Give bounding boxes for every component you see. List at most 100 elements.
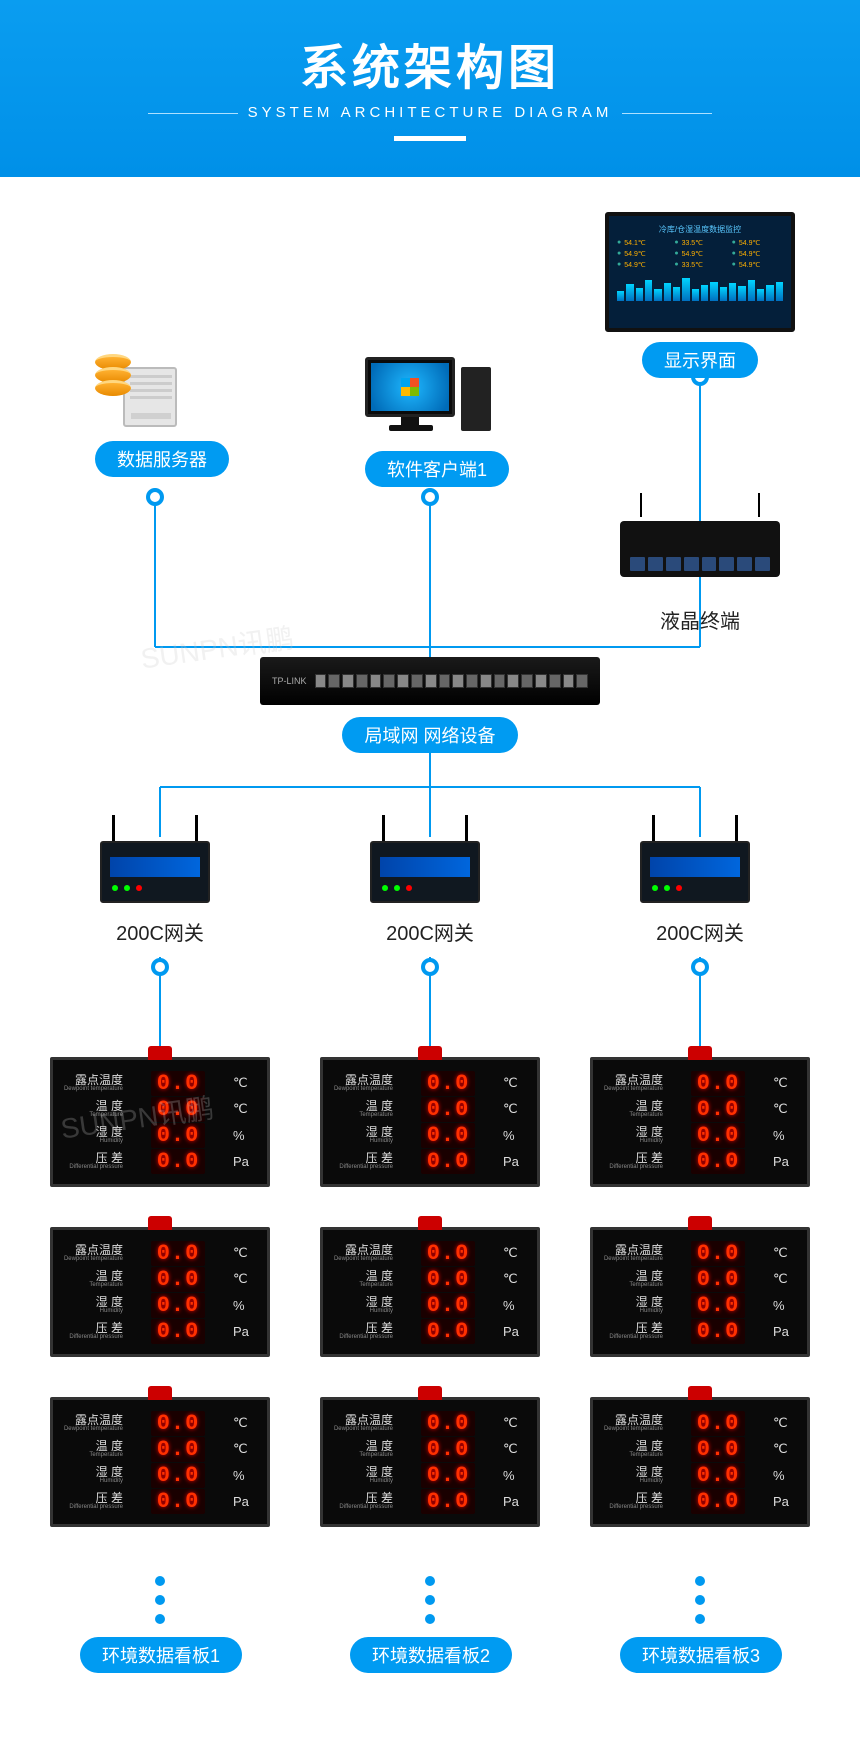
connection-dot	[421, 958, 439, 976]
board-row-value: 0.0	[691, 1097, 746, 1122]
board-row-unit: ℃	[773, 1415, 797, 1431]
server-label: 数据服务器	[95, 441, 229, 477]
board-row-value: 0.0	[691, 1411, 746, 1436]
software-client-node: 软件客户端1	[365, 357, 495, 487]
board-row-value: 0.0	[691, 1463, 746, 1488]
board-row-value: 0.0	[421, 1463, 476, 1488]
board-row-unit: ℃	[503, 1271, 527, 1287]
board-row-label: 温 度Temperature	[63, 1100, 123, 1118]
board-row-unit: ℃	[773, 1441, 797, 1457]
board-row-unit: %	[773, 1128, 797, 1143]
board-row-unit: ℃	[503, 1415, 527, 1431]
board-row-unit: ℃	[503, 1101, 527, 1117]
board-row-value: 0.0	[691, 1241, 746, 1266]
environment-data-board: 露点温度Dewpoint temperature0.0℃温 度Temperatu…	[590, 1227, 810, 1357]
environment-data-board: 露点温度Dewpoint temperature 0.0 ℃ 温 度Temperatu…	[50, 1057, 270, 1187]
board-row-unit: %	[503, 1128, 527, 1143]
board-row-label: 湿 度Humidity	[63, 1296, 123, 1314]
board-row-label: 压 差Differential pressure	[603, 1152, 663, 1170]
gateway-icon	[370, 837, 480, 907]
board-row-value: 0.0	[421, 1489, 476, 1514]
board-row-unit: ℃	[773, 1075, 797, 1091]
board-row-unit: %	[233, 1128, 257, 1143]
board-row-value: 0.0	[421, 1071, 476, 1096]
board-row-label: 温 度Temperature	[333, 1100, 393, 1118]
board-row-value: 0.0	[421, 1149, 476, 1174]
board-row-label: 湿 度Humidity	[333, 1126, 393, 1144]
board-row-label: 压 差Differential pressure	[603, 1492, 663, 1510]
screen-title: 冷库/仓湿温度数据监控	[617, 224, 783, 235]
header: 系统架构图 SYSTEM ARCHITECTURE DIAGRAM	[0, 0, 860, 177]
board-row-label: 露点温度Dewpoint temperature	[603, 1414, 663, 1432]
board-row-value: 0.0	[151, 1267, 206, 1292]
ellipsis-dots	[155, 1567, 165, 1633]
board-row-label: 湿 度Humidity	[603, 1296, 663, 1314]
connection-dot	[151, 958, 169, 976]
board-row-value: 0.0	[151, 1123, 206, 1148]
board-row-value: 0.0	[151, 1411, 206, 1436]
board-row-unit: %	[773, 1298, 797, 1313]
board-group-label: 环境数据看板2	[350, 1637, 512, 1673]
board-wrapper: 露点温度Dewpoint temperature0.0℃温 度Temperatu…	[590, 1227, 810, 1357]
board-row-unit: Pa	[773, 1324, 797, 1339]
title-cn: 系统架构图	[0, 28, 860, 98]
environment-data-board: 露点温度Dewpoint temperature0.0℃温 度Temperatu…	[590, 1057, 810, 1187]
gateway-label: 200C网关	[370, 917, 490, 946]
connection-line	[155, 646, 700, 648]
connection-dot	[421, 488, 439, 506]
lcd-terminal-node: 液晶终端	[620, 517, 780, 634]
board-row-value: 0.0	[421, 1319, 476, 1344]
board-wrapper: 露点温度Dewpoint temperature 0.0 ℃ 温 度Temperatu…	[590, 1397, 810, 1527]
board-row-label: 温 度Temperature	[63, 1440, 123, 1458]
environment-data-board: 露点温度Dewpoint temperature0.0℃温 度Temperatu…	[50, 1397, 270, 1527]
gateway-label: 200C网关	[640, 917, 760, 946]
board-row-value: 0.0	[151, 1437, 206, 1462]
board-row-value: 0.0	[151, 1241, 206, 1266]
board-wrapper: 露点温度Dewpoint temperature0.0℃温 度Temperatu…	[320, 1397, 540, 1527]
board-row-unit: ℃	[773, 1245, 797, 1261]
gateway-node: 200C网关	[640, 837, 760, 946]
architecture-diagram: 冷库/仓湿温度数据监控● 54.1℃● 33.5℃● 54.9℃● 54.9℃●…	[0, 177, 860, 1757]
board-row-unit: Pa	[773, 1154, 797, 1169]
board-row-label: 压 差Differential pressure	[603, 1322, 663, 1340]
board-wrapper: 露点温度Dewpoint temperature0.0℃温 度Temperatu…	[590, 1057, 810, 1187]
board-row-label: 温 度Temperature	[603, 1270, 663, 1288]
board-row-value: 0.0	[151, 1071, 206, 1096]
board-row-value: 0.0	[151, 1149, 206, 1174]
title-en: SYSTEM ARCHITECTURE DIAGRAM	[248, 104, 613, 121]
switch-icon: TP-LINK	[260, 657, 600, 705]
board-row-unit: Pa	[503, 1494, 527, 1509]
board-row-value: 0.0	[421, 1241, 476, 1266]
board-group-label-wrap: 环境数据看板1	[80, 1637, 240, 1673]
title-underline	[394, 136, 466, 141]
board-row-label: 湿 度Humidity	[603, 1126, 663, 1144]
board-row-label: 温 度Temperature	[603, 1440, 663, 1458]
board-row-unit: ℃	[503, 1245, 527, 1261]
board-row-value: 0.0	[151, 1489, 206, 1514]
ellipsis-dots	[695, 1567, 705, 1633]
board-wrapper: 露点温度Dewpoint temperature0.0℃温 度Temperatu…	[50, 1397, 270, 1527]
board-wrapper: 露点温度Dewpoint temperature 0.0 ℃ 温 度Temperatu…	[320, 1227, 540, 1357]
board-row-label: 露点温度Dewpoint temperature	[63, 1074, 123, 1092]
lcd-label: 液晶终端	[620, 605, 780, 634]
connection-dot	[146, 488, 164, 506]
board-row-label: 露点温度Dewpoint temperature	[333, 1244, 393, 1262]
dashboard-screen: 冷库/仓湿温度数据监控● 54.1℃● 33.5℃● 54.9℃● 54.9℃●…	[605, 212, 795, 332]
gateway-node: 200C网关	[100, 837, 220, 946]
gateway-icon	[100, 837, 210, 907]
board-row-label: 压 差Differential pressure	[63, 1152, 123, 1170]
board-row-unit: ℃	[233, 1271, 257, 1287]
board-row-unit: Pa	[233, 1494, 257, 1509]
board-row-value: 0.0	[691, 1293, 746, 1318]
board-row-label: 湿 度Humidity	[333, 1296, 393, 1314]
board-wrapper: 露点温度Dewpoint temperature 0.0 ℃ 温 度Temperatu…	[50, 1057, 270, 1187]
board-row-label: 温 度Temperature	[333, 1270, 393, 1288]
board-row-label: 露点温度Dewpoint temperature	[63, 1244, 123, 1262]
board-row-unit: ℃	[233, 1075, 257, 1091]
data-server-node: 数据服务器	[95, 357, 215, 477]
board-group-label: 环境数据看板3	[620, 1637, 782, 1673]
display-label: 显示界面	[642, 342, 758, 378]
board-row-unit: %	[773, 1468, 797, 1483]
board-row-unit: ℃	[503, 1441, 527, 1457]
board-row-value: 0.0	[151, 1293, 206, 1318]
